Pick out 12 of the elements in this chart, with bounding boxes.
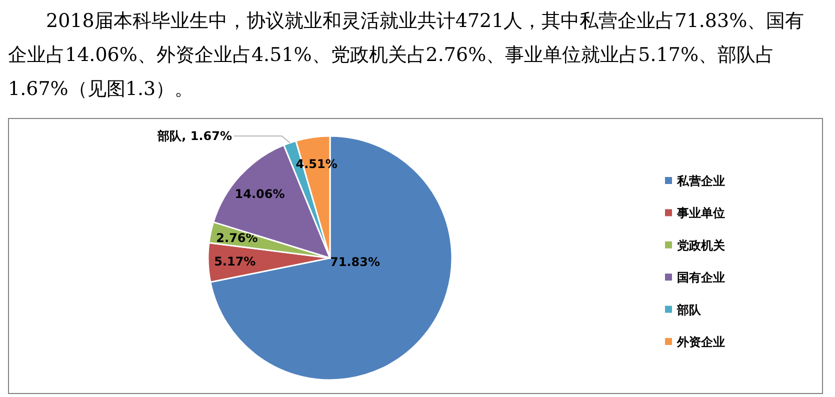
legend-label: 事业单位 <box>676 206 725 220</box>
data-label: 14.06% <box>234 186 285 201</box>
legend-label: 部队 <box>676 302 702 317</box>
data-label: 2.76% <box>216 230 258 245</box>
legend-label: 国有企业 <box>677 270 725 285</box>
data-label: 部队, 1.67% <box>156 129 232 143</box>
legend-label: 外资企业 <box>676 335 725 349</box>
legend-label: 党政机关 <box>676 238 726 252</box>
data-label: 5.17% <box>214 254 256 268</box>
chart-title: 2018届本科毕业生中，协议就业和灵活就业共计4721人，其中私营企业占71.83%、国有企业占14.06%、外资企业占4.51%、党政机关占2.76%、事业单位就业占5.17%、部队占1.67%（见图1.3）。 <box>8 9 806 102</box>
data-label: 71.83% <box>330 255 380 269</box>
legend-label: 私营企业 <box>676 174 725 188</box>
